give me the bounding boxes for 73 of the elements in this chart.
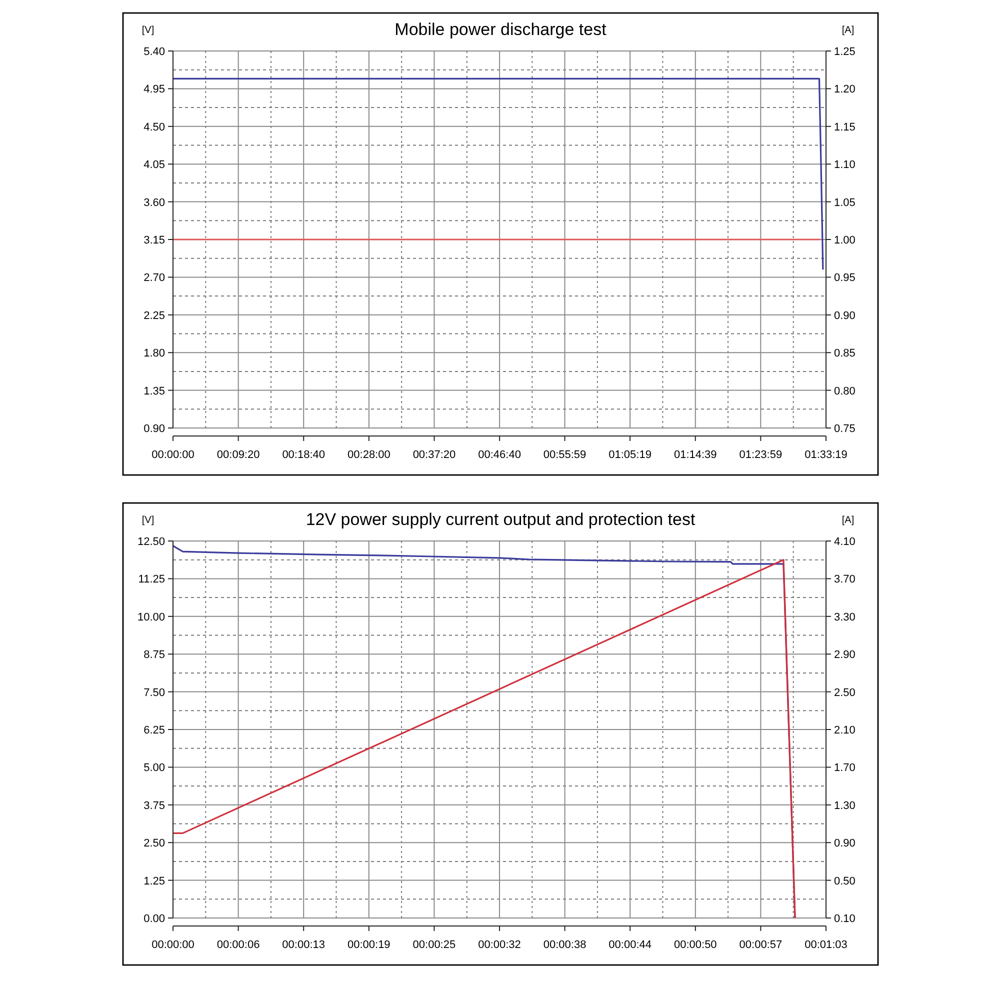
y2-tick-label: 0.75 [834,423,856,435]
y-tick-label: 7.50 [144,686,165,699]
y2-tick-label: 1.70 [834,762,856,774]
x-tick-label: 00:00:32 [478,939,521,951]
y2-tick-label: 1.20 [834,84,856,96]
y2-tick-label: 0.50 [834,875,856,888]
y-axis-title: [V] [142,515,154,526]
y-tick-label: 3.75 [144,800,165,812]
y-tick-label: 12.50 [137,536,165,548]
y-tick-label: 5.00 [144,762,165,774]
x-tick-label: 01:05:19 [608,449,652,461]
y2-axis-title: [A] [842,25,854,36]
y-tick-label: 4.05 [144,159,165,172]
x-tick-label: 00:00:00 [152,449,194,461]
y2-tick-label: 0.80 [834,385,856,398]
y2-tick-label: 4.10 [834,536,856,548]
x-tick-label: 00:00:44 [608,939,652,951]
y2-tick-label: 2.90 [834,649,856,662]
x-tick-label: 01:23:59 [739,449,782,461]
x-tick-label: 01:33:19 [804,449,848,461]
x-tick-label: 00:00:00 [152,939,194,951]
y-tick-label: 6.25 [144,724,165,736]
y-tick-label: 4.50 [144,121,165,134]
x-tick-label: 00:09:20 [216,449,260,461]
y-tick-label: 0.00 [144,913,165,925]
x-tick-label: 00:01:03 [804,939,848,951]
x-tick-label: 00:00:25 [412,939,456,951]
x-tick-label: 00:37:20 [412,449,456,461]
x-tick-label: 01:14:39 [674,449,717,461]
y2-tick-label: 0.85 [834,348,856,360]
y-tick-label: 0.90 [144,423,165,435]
x-tick-label: 00:00:06 [216,939,260,951]
x-tick-label: 00:00:57 [739,939,782,951]
y2-tick-label: 1.05 [834,196,856,209]
y2-tick-label: 2.10 [834,724,856,736]
chart-title: 12V power supply current output and protection test [306,510,696,529]
y-tick-label: 1.80 [144,348,165,360]
y2-tick-label: 1.15 [834,121,856,134]
y2-axis-title: [A] [842,515,854,526]
y-tick-label: 10.00 [137,611,165,624]
x-tick-label: 00:00:38 [543,939,586,951]
y-axis-title: [V] [142,25,154,36]
y2-tick-label: 1.00 [834,234,856,246]
y2-tick-label: 1.30 [834,800,856,812]
y-tick-label: 1.25 [144,875,165,888]
y2-tick-label: 3.30 [834,611,856,624]
y2-tick-label: 2.50 [834,686,856,699]
x-tick-label: 00:00:19 [347,939,390,951]
line-series [172,78,824,270]
y2-tick-label: 0.90 [834,310,856,322]
y2-tick-label: 0.95 [834,272,856,284]
y-tick-label: 2.50 [144,838,165,850]
y2-tick-label: 1.25 [834,46,856,58]
x-tick-label: 00:28:00 [348,449,390,461]
x-tick-label: 00:55:59 [543,449,586,461]
y-tick-label: 3.15 [144,234,165,246]
y-tick-label: 3.60 [144,196,165,209]
x-tick-label: 00:18:40 [282,449,326,461]
chart-title: Mobile power discharge test [394,20,607,39]
y2-tick-label: 0.90 [834,838,856,850]
y-tick-label: 5.40 [144,46,165,58]
x-tick-label: 00:00:50 [674,939,717,951]
x-tick-label: 00:00:13 [282,939,326,951]
y-tick-label: 4.95 [144,84,165,96]
y-tick-label: 8.75 [144,649,165,662]
y2-tick-label: 3.70 [834,574,856,586]
y2-tick-label: 0.10 [834,913,856,925]
y-tick-label: 1.35 [144,385,165,398]
y-tick-label: 2.70 [144,272,165,284]
y2-tick-label: 1.10 [834,159,856,172]
y-tick-label: 11.25 [138,574,165,586]
y-tick-label: 2.25 [144,310,165,322]
x-tick-label: 00:46:40 [478,449,521,461]
